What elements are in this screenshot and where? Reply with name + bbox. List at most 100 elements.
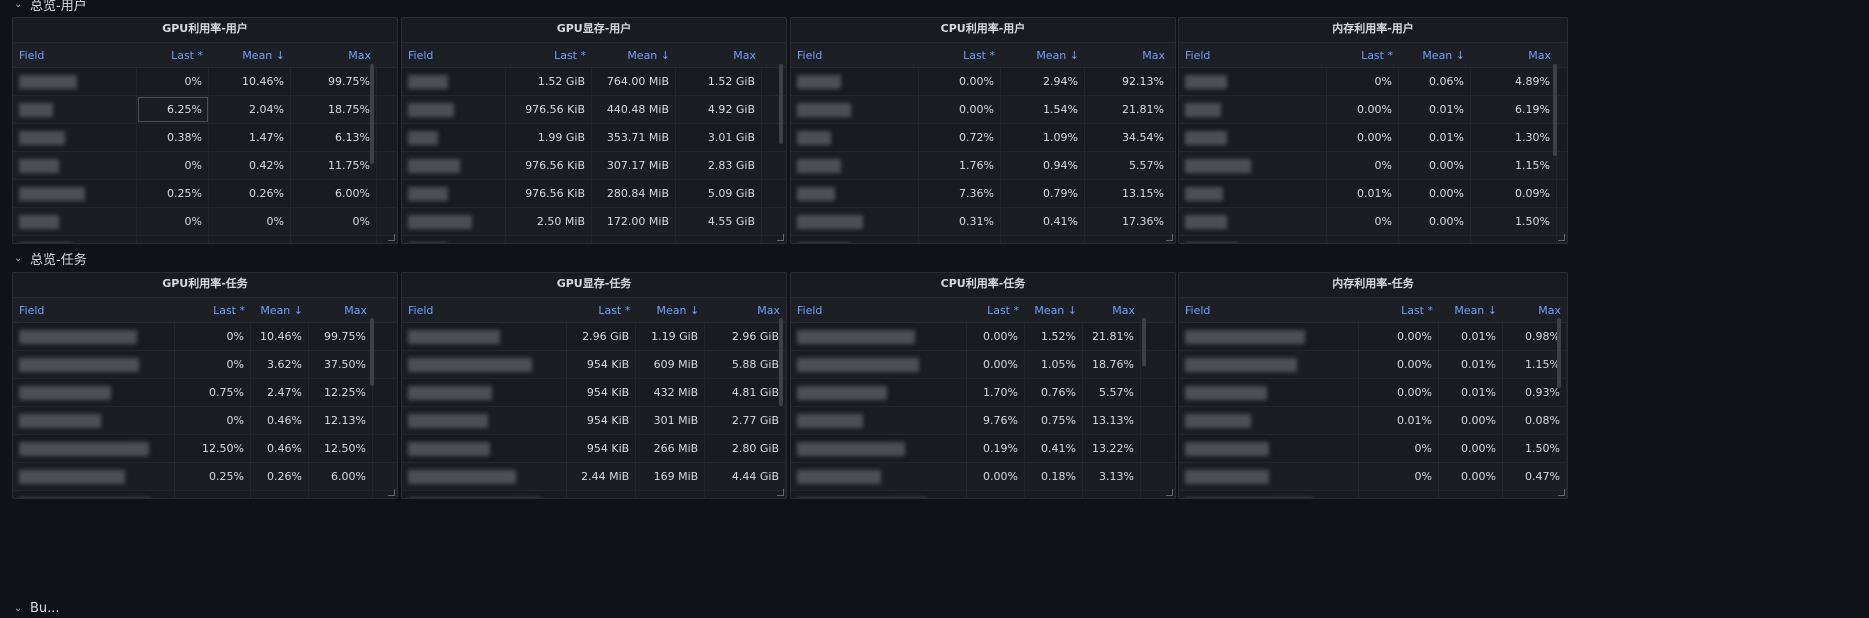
table-row[interactable]: 0% 10.46% 99.75%: [13, 68, 397, 96]
panel-4[interactable]: 内存利用率-用户 Field Last * Mean ↓ Max 0% 0.06% 4.89%…: [1178, 17, 1568, 244]
table-row[interactable]: 0.19% 0.41% 13.22%: [791, 435, 1175, 463]
column-header-mean[interactable]: Mean ↓: [1034, 303, 1077, 317]
table-row[interactable]: 0.01% 0.00% 0.08%: [1179, 407, 1567, 435]
scrollbar[interactable]: [1557, 318, 1561, 388]
table-row[interactable]: 0% 0.42% 11.75%: [13, 152, 397, 180]
panel-title[interactable]: GPU利用率-任务: [162, 277, 248, 290]
section-header-tasks[interactable]: ⌄ 总览-任务: [14, 248, 87, 268]
scrollbar[interactable]: [1142, 318, 1146, 366]
column-header-max[interactable]: Max: [1528, 48, 1551, 62]
panel-title[interactable]: CPU利用率-任务: [940, 277, 1026, 290]
column-header-max[interactable]: Max: [1538, 303, 1561, 317]
column-header-mean[interactable]: Mean ↓: [242, 48, 285, 62]
panel-title[interactable]: GPU显存-任务: [556, 277, 632, 290]
table-row[interactable]: 0%0%0%: [13, 208, 397, 236]
table-row[interactable]: 976.56 KiB976.56 KiB976.56 KiB: [402, 236, 786, 243]
scrollbar[interactable]: [1553, 64, 1557, 156]
column-header-mean[interactable]: Mean ↓: [656, 303, 700, 317]
table-row[interactable]: 6.25% 2.04% 18.75%: [13, 96, 397, 124]
column-header-max[interactable]: Max: [757, 303, 780, 317]
section-header-users[interactable]: ⌄ 总览-用户: [14, 0, 87, 14]
table-row[interactable]: 1.70% 0.76% 5.57%: [791, 379, 1175, 407]
table-row[interactable]: 0.65%0.05%7.69%: [791, 491, 1175, 498]
column-header-mean[interactable]: Mean ↓: [1422, 48, 1465, 62]
column-header-field[interactable]: Field: [1185, 303, 1211, 317]
scrollbar[interactable]: [370, 318, 374, 386]
table-row[interactable]: 0%0.00%0.11%: [1179, 236, 1567, 243]
column-header-last[interactable]: Last *: [987, 303, 1019, 317]
table-row[interactable]: 0% 10.46% 99.75%: [13, 323, 397, 351]
column-header-last[interactable]: Last *: [171, 48, 203, 62]
column-header-max[interactable]: Max: [733, 48, 756, 62]
column-header-max[interactable]: Max: [1142, 48, 1165, 62]
column-header-field[interactable]: Field: [1185, 48, 1211, 62]
column-header-field[interactable]: Field: [19, 303, 45, 317]
column-header-last[interactable]: Last *: [1401, 303, 1433, 317]
table-row[interactable]: 0% 0.00% 0.47%: [1179, 463, 1567, 491]
column-header-max[interactable]: Max: [1112, 303, 1135, 317]
table-row[interactable]: 0.72% 1.09% 34.54%: [791, 124, 1175, 152]
table-row[interactable]: 976.56 KiB 280.84 MiB 5.09 GiB: [402, 180, 786, 208]
column-header-max[interactable]: Max: [348, 48, 371, 62]
table-row[interactable]: 2.50 MiB 172.00 MiB 4.55 GiB: [402, 208, 786, 236]
table-row[interactable]: 0% 0.00% 1.50%: [1179, 435, 1567, 463]
table-row[interactable]: 0.00% 0.01% 0.93%: [1179, 379, 1567, 407]
column-header-field[interactable]: Field: [797, 303, 823, 317]
column-header-field[interactable]: Field: [19, 48, 45, 62]
table-row[interactable]: 0.38% 1.47% 6.13%: [13, 124, 397, 152]
table-row[interactable]: 0% 0.00% 1.50%: [1179, 208, 1567, 236]
table-row[interactable]: 0.75% 2.47% 12.25%: [13, 379, 397, 407]
table-row[interactable]: 9.76% 0.75% 13.13%: [791, 407, 1175, 435]
resize-handle[interactable]: [1166, 234, 1173, 241]
panel-5[interactable]: GPU利用率-任务 Field Last * Mean ↓ Max 0% 10.46% 99.…: [12, 272, 398, 499]
table-row[interactable]: 1.99 GiB 353.71 MiB 3.01 GiB: [402, 124, 786, 152]
scrollbar[interactable]: [370, 64, 374, 164]
column-header-mean[interactable]: Mean ↓: [1036, 48, 1079, 62]
table-row[interactable]: 0%0%0%: [13, 236, 397, 243]
panel-8[interactable]: 内存利用率-任务 Field Last * Mean ↓ Max 0.00% 0.01% 0.…: [1178, 272, 1568, 499]
panel-title[interactable]: 内存利用率-任务: [1332, 277, 1414, 290]
panel-title[interactable]: CPU利用率-用户: [940, 22, 1026, 35]
column-header-field[interactable]: Field: [408, 303, 434, 317]
table-row[interactable]: 0% 0.06% 4.89%: [1179, 68, 1567, 96]
table-row[interactable]: 0%0%0%: [13, 491, 397, 498]
column-header-last[interactable]: Last *: [213, 303, 245, 317]
resize-handle[interactable]: [1558, 489, 1565, 496]
table-row[interactable]: 7.36% 0.79% 13.15%: [791, 180, 1175, 208]
table-row[interactable]: 0.31% 0.41% 17.36%: [791, 208, 1175, 236]
table-row[interactable]: 2.44 MiB 169 MiB 4.44 GiB: [402, 463, 786, 491]
table-row[interactable]: 1.76% 0.94% 5.57%: [791, 152, 1175, 180]
resize-handle[interactable]: [388, 489, 395, 496]
panel-1[interactable]: GPU利用率-用户 Field Last * Mean ↓ Max 0% 10.46% 99.…: [12, 17, 398, 244]
panel-title[interactable]: GPU显存-用户: [556, 22, 632, 35]
table-row[interactable]: 0.00% 0.01% 0.98%: [1179, 323, 1567, 351]
column-header-last[interactable]: Last *: [554, 48, 586, 62]
table-row[interactable]: 0.25% 0.26% 6.00%: [13, 180, 397, 208]
scrollbar[interactable]: [779, 64, 783, 144]
column-header-mean[interactable]: Mean ↓: [627, 48, 670, 62]
column-header-last[interactable]: Last *: [598, 303, 631, 317]
table-row[interactable]: 0.00%0.00%0.17%: [1179, 491, 1567, 498]
column-header-mean[interactable]: Mean ↓: [260, 303, 303, 317]
column-header-last[interactable]: Last *: [1361, 48, 1393, 62]
column-header-field[interactable]: Field: [797, 48, 823, 62]
table-row[interactable]: 0.00% 1.52% 21.81%: [791, 323, 1175, 351]
resize-handle[interactable]: [777, 234, 784, 241]
column-header-field[interactable]: Field: [408, 48, 434, 62]
panel-7[interactable]: CPU利用率-任务 Field Last * Mean ↓ Max 0.00% 1.52% 2…: [790, 272, 1176, 499]
column-header-mean[interactable]: Mean ↓: [1454, 303, 1497, 317]
panel-6[interactable]: GPU显存-任务 Field Last * Mean ↓ Max 2.96 GiB 1.19…: [401, 272, 787, 499]
table-row[interactable]: 0.00% 2.94% 92.13%: [791, 68, 1175, 96]
table-row[interactable]: 954 KiB 301 MiB 2.77 GiB: [402, 407, 786, 435]
resize-handle[interactable]: [777, 489, 784, 496]
table-row[interactable]: 12.50% 0.46% 12.50%: [13, 435, 397, 463]
table-row[interactable]: 0.00% 0.01% 6.19%: [1179, 96, 1567, 124]
resize-handle[interactable]: [1166, 489, 1173, 496]
scrollbar[interactable]: [779, 318, 783, 406]
panel-title[interactable]: 内存利用率-用户: [1332, 22, 1414, 35]
column-header-last[interactable]: Last *: [963, 48, 995, 62]
table-row[interactable]: 0.00% 1.05% 18.76%: [791, 351, 1175, 379]
table-row[interactable]: 0% 3.62% 37.50%: [13, 351, 397, 379]
table-row[interactable]: 954 KiB 609 MiB 5.88 GiB: [402, 351, 786, 379]
